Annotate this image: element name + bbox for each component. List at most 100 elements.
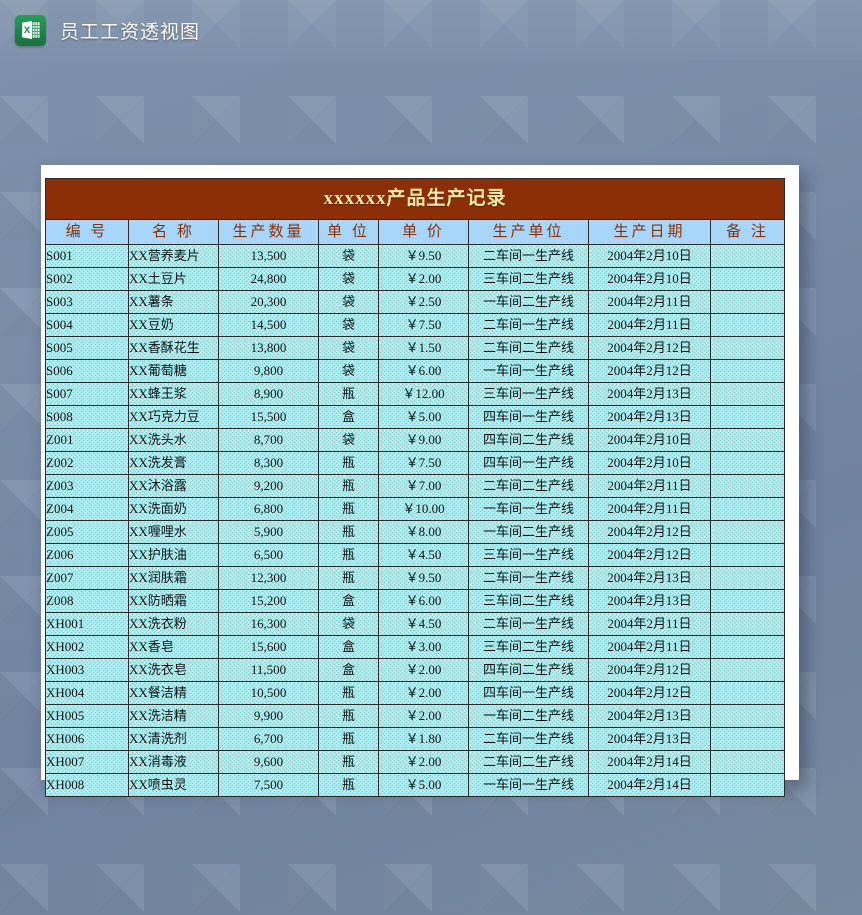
cell-unit[interactable]: 袋 (318, 428, 379, 452)
cell-line[interactable]: 二车间二生产线 (468, 336, 589, 360)
cell-line[interactable]: 四车间一生产线 (468, 405, 589, 429)
cell-note[interactable] (709, 704, 786, 728)
cell-qty[interactable]: 15,500 (218, 405, 319, 429)
cell-date[interactable]: 2004年2月10日 (588, 451, 711, 475)
cell-note[interactable] (709, 681, 786, 705)
cell-code[interactable]: S005 (45, 336, 129, 360)
cell-name[interactable]: XX润肤霜 (128, 566, 219, 590)
cell-date[interactable]: 2004年2月14日 (588, 750, 711, 774)
cell-code[interactable]: XH002 (45, 635, 129, 659)
cell-name[interactable]: XX消毒液 (128, 750, 219, 774)
cell-date[interactable]: 2004年2月10日 (588, 244, 711, 268)
cell-price[interactable]: ￥4.50 (378, 543, 469, 567)
cell-code[interactable]: XH007 (45, 750, 129, 774)
cell-note[interactable] (709, 566, 786, 590)
cell-note[interactable] (709, 773, 786, 797)
cell-date[interactable]: 2004年2月12日 (588, 543, 711, 567)
cell-unit[interactable]: 袋 (318, 267, 379, 291)
cell-price[interactable]: ￥9.00 (378, 428, 469, 452)
cell-date[interactable]: 2004年2月13日 (588, 727, 711, 751)
cell-note[interactable] (709, 474, 786, 498)
cell-qty[interactable]: 14,500 (218, 313, 319, 337)
cell-code[interactable]: S002 (45, 267, 129, 291)
cell-qty[interactable]: 9,200 (218, 474, 319, 498)
cell-qty[interactable]: 15,200 (218, 589, 319, 613)
cell-unit[interactable]: 瓶 (318, 566, 379, 590)
cell-code[interactable]: S003 (45, 290, 129, 314)
table-row[interactable]: XH002 XX香皂 15,600 盒 ￥3.00 三车间二生产线 2004年2月11日 (45, 635, 786, 659)
cell-name[interactable]: XX喷虫灵 (128, 773, 219, 797)
cell-code[interactable]: XH008 (45, 773, 129, 797)
cell-line[interactable]: 一车间一生产线 (468, 497, 589, 521)
cell-price[interactable]: ￥10.00 (378, 497, 469, 521)
column-header-date[interactable]: 生产日期 (588, 219, 711, 245)
cell-qty[interactable]: 16,300 (218, 612, 319, 636)
cell-note[interactable] (709, 290, 786, 314)
table-row[interactable]: XH003 XX洗衣皂 11,500 盒 ￥2.00 四车间二生产线 2004年2月12日 (45, 658, 786, 682)
cell-price[interactable]: ￥7.50 (378, 451, 469, 475)
cell-price[interactable]: ￥2.00 (378, 658, 469, 682)
cell-price[interactable]: ￥1.80 (378, 727, 469, 751)
cell-code[interactable]: Z004 (45, 497, 129, 521)
table-row[interactable]: Z004 XX洗面奶 6,800 瓶 ￥10.00 一车间一生产线 2004年2月11日 (45, 497, 786, 521)
cell-line[interactable]: 一车间一生产线 (468, 773, 589, 797)
table-row[interactable]: Z005 XX喱哩水 5,900 瓶 ￥8.00 一车间二生产线 2004年2月12日 (45, 520, 786, 544)
cell-date[interactable]: 2004年2月13日 (588, 566, 711, 590)
cell-name[interactable]: XX洗头水 (128, 428, 219, 452)
cell-code[interactable]: S008 (45, 405, 129, 429)
cell-name[interactable]: XX薯条 (128, 290, 219, 314)
cell-price[interactable]: ￥6.00 (378, 359, 469, 383)
cell-unit[interactable]: 瓶 (318, 451, 379, 475)
cell-note[interactable] (709, 635, 786, 659)
cell-code[interactable]: Z008 (45, 589, 129, 613)
table-row[interactable]: S001 XX营养麦片 13,500 袋 ￥9.50 二车间一生产线 2004年2月10日 (45, 244, 786, 268)
cell-unit[interactable]: 盒 (318, 635, 379, 659)
table-row[interactable]: XH007 XX消毒液 9,600 瓶 ￥2.00 二车间二生产线 2004年2月14日 (45, 750, 786, 774)
cell-price[interactable]: ￥1.50 (378, 336, 469, 360)
cell-qty[interactable]: 9,600 (218, 750, 319, 774)
cell-note[interactable] (709, 497, 786, 521)
cell-code[interactable]: Z005 (45, 520, 129, 544)
cell-code[interactable]: S006 (45, 359, 129, 383)
cell-unit[interactable]: 袋 (318, 612, 379, 636)
cell-qty[interactable]: 8,300 (218, 451, 319, 475)
cell-date[interactable]: 2004年2月11日 (588, 474, 711, 498)
cell-date[interactable]: 2004年2月12日 (588, 359, 711, 383)
cell-code[interactable]: S004 (45, 313, 129, 337)
column-header-unit[interactable]: 单 位 (318, 219, 379, 245)
cell-name[interactable]: XX洗面奶 (128, 497, 219, 521)
cell-line[interactable]: 一车间二生产线 (468, 704, 589, 728)
cell-code[interactable]: XH004 (45, 681, 129, 705)
cell-code[interactable]: Z001 (45, 428, 129, 452)
cell-unit[interactable]: 瓶 (318, 681, 379, 705)
cell-price[interactable]: ￥5.00 (378, 773, 469, 797)
cell-price[interactable]: ￥9.50 (378, 566, 469, 590)
cell-qty[interactable]: 12,300 (218, 566, 319, 590)
cell-date[interactable]: 2004年2月13日 (588, 704, 711, 728)
cell-unit[interactable]: 袋 (318, 290, 379, 314)
cell-line[interactable]: 三车间一生产线 (468, 543, 589, 567)
cell-name[interactable]: XX葡萄糖 (128, 359, 219, 383)
cell-unit[interactable]: 盒 (318, 405, 379, 429)
cell-line[interactable]: 四车间二生产线 (468, 428, 589, 452)
cell-qty[interactable]: 15,600 (218, 635, 319, 659)
cell-price[interactable]: ￥2.00 (378, 267, 469, 291)
table-row[interactable]: S008 XX巧克力豆 15,500 盒 ￥5.00 四车间一生产线 2004年2月13日 (45, 405, 786, 429)
cell-date[interactable]: 2004年2月13日 (588, 405, 711, 429)
cell-date[interactable]: 2004年2月12日 (588, 336, 711, 360)
cell-unit[interactable]: 瓶 (318, 704, 379, 728)
cell-note[interactable] (709, 428, 786, 452)
cell-name[interactable]: XX清洗剂 (128, 727, 219, 751)
cell-code[interactable]: XH005 (45, 704, 129, 728)
cell-line[interactable]: 二车间一生产线 (468, 727, 589, 751)
cell-line[interactable]: 一车间二生产线 (468, 290, 589, 314)
cell-qty[interactable]: 20,300 (218, 290, 319, 314)
table-row[interactable]: S007 XX蜂王浆 8,900 瓶 ￥12.00 三车间一生产线 2004年2月13日 (45, 382, 786, 406)
cell-code[interactable]: Z006 (45, 543, 129, 567)
table-row[interactable]: Z003 XX沐浴露 9,200 瓶 ￥7.00 二车间二生产线 2004年2月11日 (45, 474, 786, 498)
cell-code[interactable]: Z003 (45, 474, 129, 498)
cell-date[interactable]: 2004年2月11日 (588, 290, 711, 314)
cell-name[interactable]: XX餐洁精 (128, 681, 219, 705)
cell-unit[interactable]: 瓶 (318, 474, 379, 498)
cell-date[interactable]: 2004年2月10日 (588, 428, 711, 452)
